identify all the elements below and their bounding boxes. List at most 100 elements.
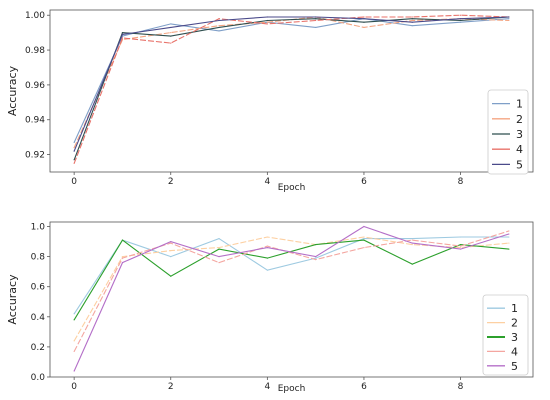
data-point — [459, 248, 462, 250]
data-point — [266, 21, 268, 23]
data-point — [266, 23, 268, 25]
data-point — [121, 256, 124, 258]
data-point — [121, 33, 124, 35]
data-point — [363, 21, 365, 23]
data-point — [73, 313, 75, 315]
data-point — [170, 256, 172, 258]
legend-entry: 3 — [511, 331, 518, 344]
data-point — [170, 26, 172, 29]
series-line-5 — [73, 225, 509, 372]
x-tick-label: 8 — [458, 177, 464, 187]
legend-entry: 2 — [511, 317, 518, 330]
data-point — [170, 242, 172, 244]
y-tick-label: 1.00 — [25, 11, 45, 21]
y-tick-label: 0.94 — [25, 116, 45, 126]
data-point — [508, 242, 510, 244]
series-line-1 — [73, 18, 509, 143]
data-point — [170, 35, 172, 37]
data-point — [170, 42, 172, 44]
x-tick-label: 6 — [361, 177, 367, 187]
legend-entry: 2 — [516, 113, 523, 126]
data-point — [170, 240, 172, 243]
x-tick-label: 8 — [458, 382, 464, 392]
series-line-1 — [73, 236, 509, 315]
y-tick-label: 0.92 — [25, 151, 45, 161]
data-point — [363, 225, 365, 228]
data-point — [508, 248, 510, 250]
data-point — [459, 246, 462, 249]
data-point — [218, 246, 220, 249]
x-tick-label: 4 — [264, 177, 270, 187]
data-point — [121, 32, 124, 34]
legend-box — [482, 294, 529, 376]
data-point — [218, 256, 220, 258]
data-point — [73, 370, 75, 372]
data-point — [218, 18, 220, 20]
data-point — [411, 19, 413, 22]
data-point — [315, 256, 317, 258]
series-line-4 — [73, 230, 509, 352]
plot-frame — [49, 9, 534, 173]
series-line-3 — [73, 16, 509, 160]
legend-entry: 1 — [511, 302, 518, 315]
y-tick-label: 0.96 — [25, 81, 45, 91]
legend-box — [487, 89, 529, 175]
x-tick-label: 0 — [71, 382, 77, 392]
data-point — [459, 21, 462, 23]
data-point — [411, 237, 413, 240]
data-point — [411, 242, 413, 244]
data-point — [315, 19, 317, 22]
data-point — [218, 248, 220, 250]
legend-entry: 5 — [511, 360, 518, 373]
x-tick-label: 2 — [168, 382, 174, 392]
data-point — [411, 243, 413, 246]
data-point — [315, 243, 317, 246]
data-point — [266, 245, 268, 247]
series-line-4 — [73, 14, 509, 164]
data-point — [508, 230, 510, 232]
data-point — [363, 237, 365, 240]
data-point — [170, 23, 172, 25]
data-point — [459, 245, 462, 247]
data-point — [459, 14, 462, 16]
data-point — [73, 141, 75, 143]
y-tick-label: 0.98 — [25, 46, 45, 56]
data-point — [508, 18, 510, 20]
data-point — [266, 16, 268, 18]
data-point — [315, 259, 317, 261]
data-point — [266, 257, 268, 259]
data-point — [121, 37, 124, 39]
y-tick-label: 0.0 — [31, 373, 46, 383]
series-line-3 — [73, 239, 509, 321]
series-line-5 — [73, 16, 509, 152]
data-point — [411, 18, 413, 20]
data-point — [73, 340, 75, 342]
data-point — [363, 18, 365, 20]
data-point — [459, 19, 462, 22]
data-point — [218, 262, 220, 264]
legend: 1 234 5 — [482, 294, 529, 376]
data-point — [459, 236, 462, 238]
series-line-2 — [73, 16, 509, 148]
data-point — [218, 19, 220, 22]
data-point — [363, 26, 365, 29]
x-tick-label: 6 — [361, 382, 367, 392]
data-point — [73, 319, 75, 321]
data-point — [218, 30, 220, 32]
y-tick-label: 0.4 — [31, 313, 46, 323]
legend-entry: 4 — [516, 143, 523, 156]
y-axis-label: Accuracy — [6, 65, 19, 116]
data-point — [266, 269, 268, 271]
legend-entry: 4 — [511, 345, 518, 358]
y-tick-label: 1.0 — [31, 223, 46, 233]
series-line-2 — [73, 236, 509, 342]
chart-panel-1: 0 2 4 6 8 0.92 0.94 0.96 0.98 1.00 Epoch Accuracy 1 2… — [6, 9, 534, 193]
data-point — [363, 239, 365, 241]
plot-frame — [49, 221, 534, 378]
data-point — [508, 16, 510, 18]
data-point — [218, 26, 220, 29]
data-point — [508, 236, 510, 238]
data-point — [73, 150, 75, 152]
